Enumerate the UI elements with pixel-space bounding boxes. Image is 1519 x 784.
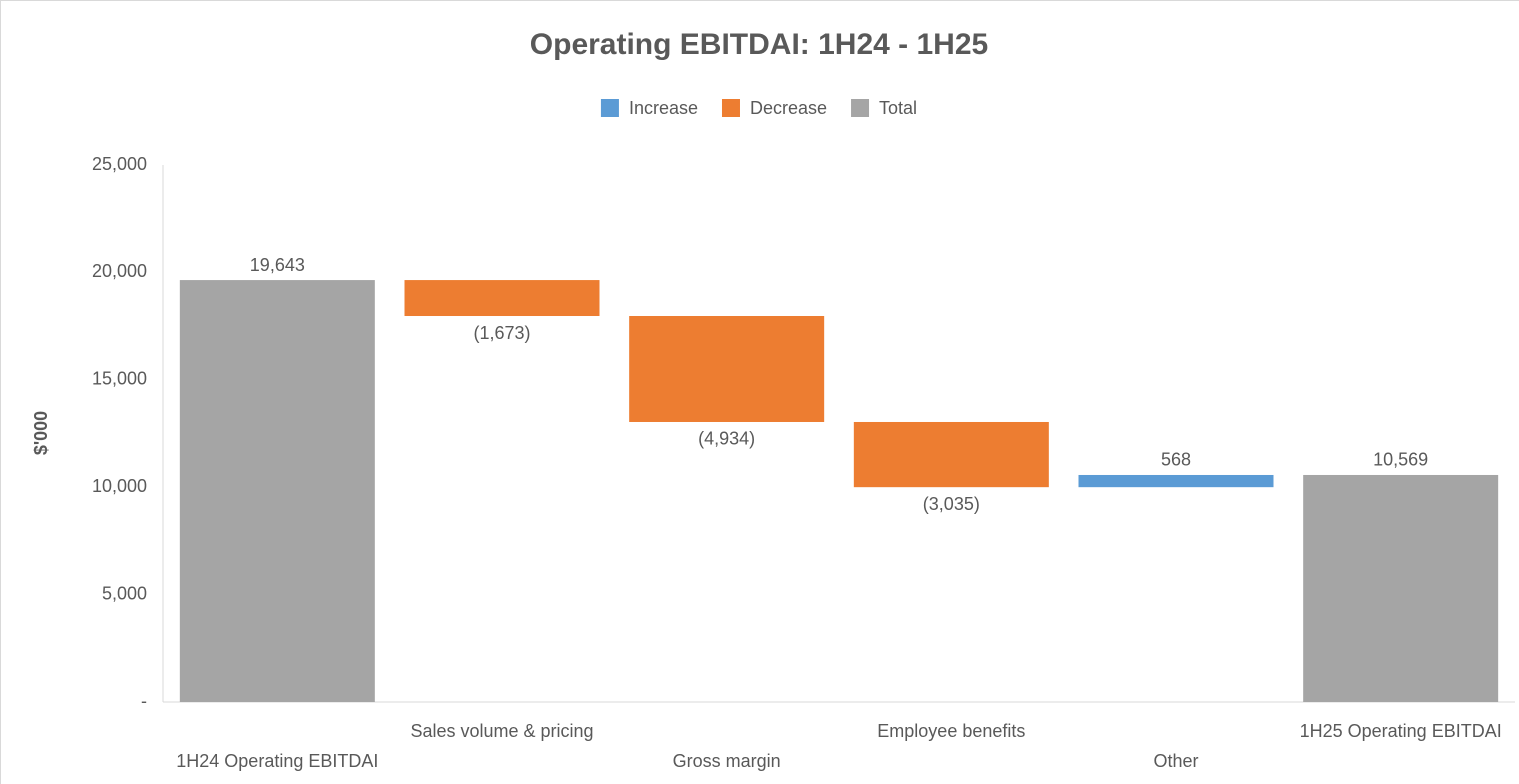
- chart-title: Operating EBITDAI: 1H24 - 1H25: [530, 28, 988, 61]
- legend: Increase Decrease Total: [600, 98, 917, 118]
- y-axis-label: $'000: [31, 411, 51, 455]
- bar: [853, 421, 1049, 488]
- bar: [1303, 474, 1499, 702]
- bar: [404, 280, 600, 317]
- data-label: 19,643: [250, 255, 305, 275]
- legend-swatch: [721, 99, 740, 117]
- y-tick-label: 10,000: [92, 476, 147, 496]
- legend-label: Increase: [629, 98, 698, 118]
- data-label: (1,673): [473, 323, 530, 343]
- bar: [1078, 474, 1274, 488]
- x-tick-label: Sales volume & pricing: [410, 721, 593, 741]
- bar: [629, 316, 825, 422]
- legend-label: Decrease: [750, 98, 827, 118]
- legend-swatch: [600, 99, 619, 117]
- y-tick-label: 20,000: [92, 261, 147, 281]
- y-tick-label: 15,000: [92, 369, 147, 389]
- x-tick-label: 1H25 Operating EBITDAI: [1300, 721, 1502, 741]
- data-label: (4,934): [698, 429, 755, 449]
- x-tick-label: Other: [1153, 751, 1198, 771]
- data-label: 10,569: [1373, 450, 1428, 470]
- legend-swatch: [851, 99, 870, 117]
- y-tick-label: 25,000: [92, 154, 147, 174]
- x-tick-label: 1H24 Operating EBITDAI: [176, 751, 378, 771]
- bar: [179, 280, 375, 702]
- data-label: (3,035): [923, 494, 980, 514]
- x-tick-label: Gross margin: [673, 751, 781, 771]
- y-tick-label: 5,000: [102, 583, 147, 603]
- x-tick-label: Employee benefits: [877, 721, 1025, 741]
- legend-label: Total: [879, 98, 917, 118]
- data-label: 568: [1161, 450, 1191, 470]
- y-tick-label: -: [141, 691, 147, 711]
